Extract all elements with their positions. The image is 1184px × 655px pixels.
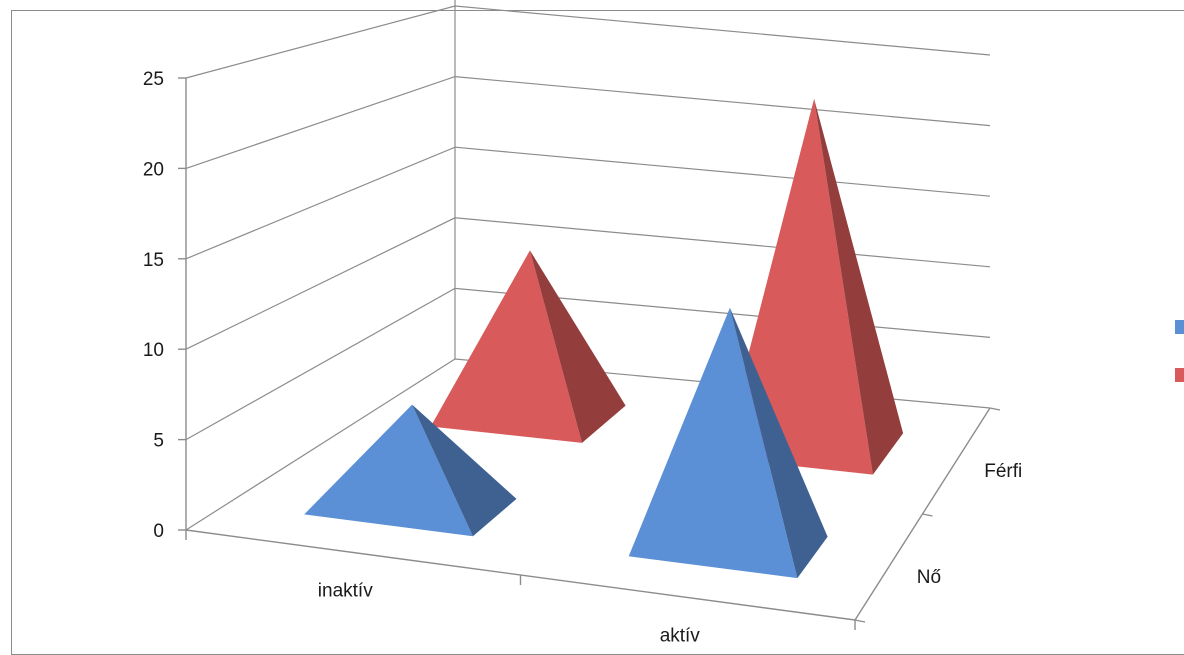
pyramid-0-0 [304,404,517,537]
pyramid-side-face [529,250,626,443]
depth-label-0: Nő [917,567,941,588]
gridline-20 [185,75,991,169]
legend-swatch-1 [1175,368,1184,382]
category-label-0: inaktív [318,581,373,602]
legend [1175,320,1184,382]
y-tick-label-20: 20 [143,159,164,180]
category-labels: inaktív aktív [318,581,701,647]
depth-tick-0 [854,619,866,623]
y-tick-label-25: 25 [143,69,164,90]
pyramid-front-face [628,307,798,579]
y-tick-label-15: 15 [143,250,164,271]
depth-label-1: Férfi [984,461,1022,482]
y-tick-label-10: 10 [143,340,164,361]
depth-tick-2 [989,407,1001,411]
pyramids [304,98,904,579]
y-tick-label-0: 0 [153,521,164,542]
depth-tick-1 [922,513,933,517]
pyramid-side-face [412,404,517,537]
gridlines [185,0,991,531]
pyramid-side-face [814,98,904,475]
pyramid-front-face [430,250,582,443]
pyramid-front-face [304,404,473,537]
gridline-25 [185,5,991,79]
category-label-1: aktív [660,626,701,647]
depth-labels: Nő Férfi [917,461,1023,588]
pyramid-1-0 [430,250,626,443]
legend-swatch-0 [1175,320,1184,334]
gridline-15 [185,146,991,260]
pyramid-0-1 [628,307,828,579]
y-tick-label-5: 5 [153,431,164,452]
y-tick-labels: 0 5 10 15 20 25 [143,69,164,542]
pyramid-side-face [729,307,828,579]
axes [178,77,1001,630]
